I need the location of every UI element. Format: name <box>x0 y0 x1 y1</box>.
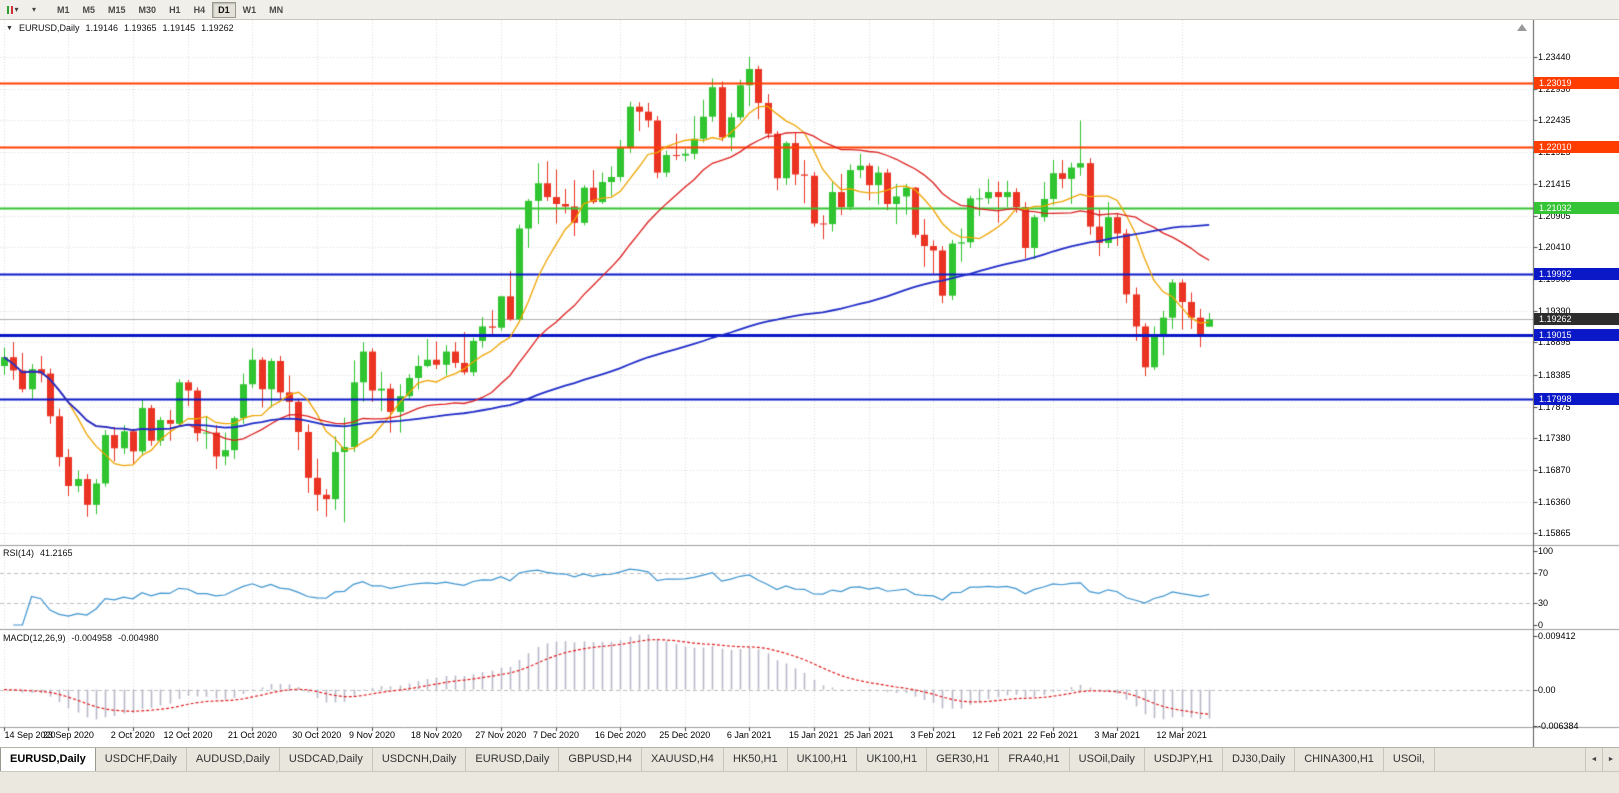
chart-tab-dj30-daily[interactable]: DJ30,Daily <box>1223 748 1296 771</box>
ohlc-high-value: 1.19365 <box>124 23 157 33</box>
ohlc-marker-icon: ▼ <box>6 24 13 32</box>
price-chart-canvas[interactable] <box>0 20 1619 747</box>
chart-tab-usoil[interactable]: USOil, <box>1383 748 1435 771</box>
chart-tab-eurusd-daily[interactable]: EURUSD,Daily <box>0 748 96 771</box>
ohlc-close-value: 1.19262 <box>201 23 234 33</box>
ohlc-low-value: 1.19145 <box>162 23 196 33</box>
chart-symbol-label: EURUSD,Daily <box>18 23 80 33</box>
timeframe-button-mn[interactable]: MN <box>263 2 289 18</box>
macd-value: -0.004958 <box>71 633 113 643</box>
rsi-title: RSI(14) <box>3 548 35 558</box>
chart-tab-china300-h1[interactable]: CHINA300,H1 <box>1295 748 1384 771</box>
rsi-value: 41.2165 <box>40 548 73 558</box>
timeframe-button-m15[interactable]: M15 <box>102 2 132 18</box>
chart-tabs: EURUSD,Daily USDCHF,Daily AUDUSD,Daily USDC… <box>0 748 1435 771</box>
chart-tab-usdchf-daily[interactable]: USDCHF,Daily <box>95 748 187 771</box>
candlestick-icon <box>7 5 10 14</box>
chart-window: ▼ EURUSD,Daily 1.19146 1.19365 1.19145 1… <box>0 20 1619 747</box>
chevron-down-icon: ▾ <box>14 4 19 14</box>
chart-tab-xauusd-h4[interactable]: XAUUSD,H4 <box>641 748 724 771</box>
timeframe-buttons: M1 M5 M15 M30 H1 H4 D1 W1 MN <box>51 1 289 18</box>
timeframe-button-w1[interactable]: W1 <box>237 2 263 18</box>
chart-tab-ger30-h1[interactable]: GER30,H1 <box>927 748 1000 771</box>
chart-tab-uk100-h1[interactable]: UK100,H1 <box>857 748 928 771</box>
chart-tab-audusd-daily[interactable]: AUDUSD,Daily <box>186 748 280 771</box>
chart-tab-fra40-h1[interactable]: FRA40,H1 <box>999 748 1070 771</box>
chevron-down-icon: ▾ <box>31 4 36 14</box>
chart-tab-uk100-h1[interactable]: UK100,H1 <box>787 748 858 771</box>
ohlc-open-value: 1.19146 <box>85 23 118 33</box>
timeframe-button-m5[interactable]: M5 <box>77 2 102 18</box>
tabbar-scroll-left-icon[interactable]: ◄ <box>1585 748 1602 771</box>
timeframe-button-h1[interactable]: H1 <box>163 2 187 18</box>
timeframe-toolbar: ▾ ▾ M1 M5 M15 M30 H1 H4 D1 W1 MN <box>0 0 1619 20</box>
tabbar-scroll-right-icon[interactable]: ► <box>1602 748 1619 771</box>
chart-type-dropdown-button[interactable]: ▾ <box>3 2 23 18</box>
timeframe-button-m1[interactable]: M1 <box>51 2 76 18</box>
chart-ohlc-header: ▼ EURUSD,Daily 1.19146 1.19365 1.19145 1… <box>6 23 234 33</box>
chart-shift-marker[interactable] <box>1517 24 1527 31</box>
macd-indicator-label: MACD(12,26,9) -0.004958 -0.004980 <box>3 633 159 643</box>
chart-tab-hk50-h1[interactable]: HK50,H1 <box>723 748 788 771</box>
chart-tab-eurusd-daily[interactable]: EURUSD,Daily <box>466 748 560 771</box>
chart-tab-usdcnh-daily[interactable]: USDCNH,Daily <box>372 748 467 771</box>
rsi-indicator-label: RSI(14) 41.2165 <box>3 548 73 558</box>
chart-tabbar: EURUSD,Daily USDCHF,Daily AUDUSD,Daily USDC… <box>0 747 1619 771</box>
tabbar-scroll-controls: ◄ ► <box>1585 748 1619 771</box>
zoom-dropdown-button[interactable]: ▾ <box>24 2 44 18</box>
timeframe-button-d1[interactable]: D1 <box>212 1 236 18</box>
chart-tab-gbpusd-h4[interactable]: GBPUSD,H4 <box>559 748 642 771</box>
chart-tab-usdjpy-h1[interactable]: USDJPY,H1 <box>1144 748 1224 771</box>
timeframe-button-m30[interactable]: M30 <box>133 2 163 18</box>
timeframe-button-h4[interactable]: H4 <box>188 2 212 18</box>
chart-tab-usdcad-daily[interactable]: USDCAD,Daily <box>279 748 373 771</box>
chart-tab-usoil-daily[interactable]: USOil,Daily <box>1069 748 1145 771</box>
macd-signal-value: -0.004980 <box>118 633 159 643</box>
status-bar <box>0 771 1619 793</box>
macd-title: MACD(12,26,9) <box>3 633 66 643</box>
